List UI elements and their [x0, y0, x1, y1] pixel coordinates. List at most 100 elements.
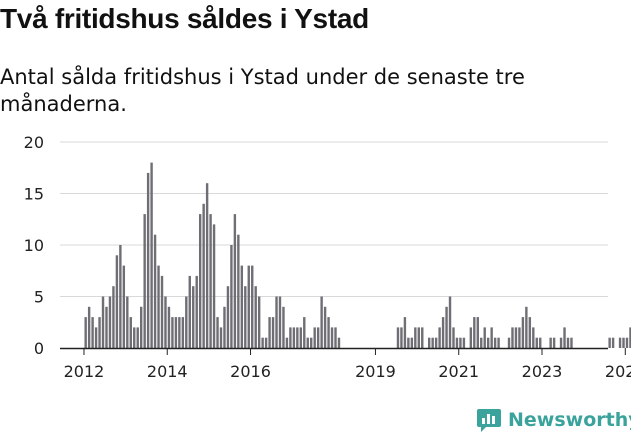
bar: [264, 337, 268, 348]
bar: [313, 327, 316, 348]
y-tick-label: 20: [24, 133, 44, 152]
bar: [139, 306, 143, 348]
bar: [323, 306, 327, 348]
y-tick-label: 15: [24, 185, 44, 204]
bar: [566, 337, 570, 348]
x-tick-label: 2023: [522, 362, 563, 381]
x-tick-label: 2025: [605, 362, 631, 381]
bar: [91, 317, 94, 348]
x-tick-label: 2019: [355, 362, 396, 381]
bar: [476, 317, 479, 348]
bar: [552, 337, 556, 348]
x-tick-label: 2016: [230, 362, 271, 381]
bar: [226, 286, 230, 348]
bar: [198, 214, 202, 348]
bar: [299, 327, 303, 348]
bar: [448, 296, 452, 348]
bar: [202, 203, 205, 348]
bar: [240, 265, 244, 348]
bar: [192, 286, 195, 348]
bar: [611, 337, 615, 348]
bar: [216, 317, 219, 348]
bar: [268, 317, 271, 348]
bar: [407, 337, 410, 348]
bar: [285, 337, 289, 348]
bar: [289, 327, 292, 348]
bar: [261, 337, 264, 348]
bar: [445, 306, 448, 348]
bar: [223, 306, 226, 348]
bar: [320, 296, 323, 348]
bar: [528, 317, 532, 348]
bar: [337, 337, 341, 348]
bar: [153, 234, 157, 348]
bar: [205, 183, 209, 348]
bar: [469, 327, 473, 348]
bar: [410, 337, 414, 348]
bar: [483, 327, 486, 348]
bar: [330, 327, 334, 348]
y-tick-label: 5: [34, 288, 44, 307]
bar: [126, 296, 129, 348]
bar: [618, 337, 622, 348]
bar: [414, 327, 417, 348]
bar: [514, 327, 518, 348]
bar: [230, 245, 233, 348]
bar: [518, 327, 521, 348]
bar: [421, 327, 424, 348]
bar: [105, 306, 108, 348]
bar: [622, 337, 625, 348]
bar: [167, 306, 171, 348]
bar: [188, 275, 191, 348]
bar: [455, 337, 459, 348]
bar: [254, 286, 257, 348]
bar: [84, 317, 87, 348]
bar: [195, 275, 198, 348]
chart-subtitle: Antal sålda fritidshus i Ystad under de …: [0, 65, 525, 116]
bar: [428, 337, 431, 348]
bar: [441, 317, 445, 348]
bar: [549, 337, 552, 348]
bar: [257, 296, 261, 348]
bar: [535, 337, 538, 348]
bar: [490, 327, 493, 348]
bar: [219, 327, 223, 348]
bar: [178, 317, 181, 348]
bar: [403, 317, 407, 348]
bar: [559, 337, 563, 348]
bar: [438, 327, 441, 348]
bar: [486, 337, 490, 348]
bar: [511, 327, 514, 348]
bar: [532, 327, 535, 348]
bar: [174, 317, 178, 348]
bar: [625, 337, 629, 348]
bar: [570, 337, 573, 348]
bar: [133, 327, 136, 348]
bar: [136, 327, 139, 348]
bar: [115, 255, 119, 348]
bar: [160, 275, 164, 348]
bar: [327, 317, 330, 348]
bar: [334, 327, 337, 348]
bar: [212, 224, 216, 348]
bar: [400, 327, 403, 348]
bar: [282, 306, 285, 348]
bar: [497, 337, 500, 348]
bar: [434, 337, 438, 348]
bar: [316, 327, 320, 348]
bar: [143, 214, 146, 348]
bar: [150, 162, 153, 348]
bar: [303, 317, 306, 348]
bar: [87, 306, 91, 348]
bar: [185, 296, 188, 348]
bar: [296, 327, 299, 348]
bar: [181, 317, 185, 348]
x-tick-label: 2012: [64, 362, 105, 381]
bar: [431, 337, 434, 348]
bar: [122, 265, 126, 348]
bar: [244, 286, 247, 348]
bar: [629, 327, 631, 348]
y-tick-label: 0: [34, 339, 44, 358]
bar: [608, 337, 611, 348]
